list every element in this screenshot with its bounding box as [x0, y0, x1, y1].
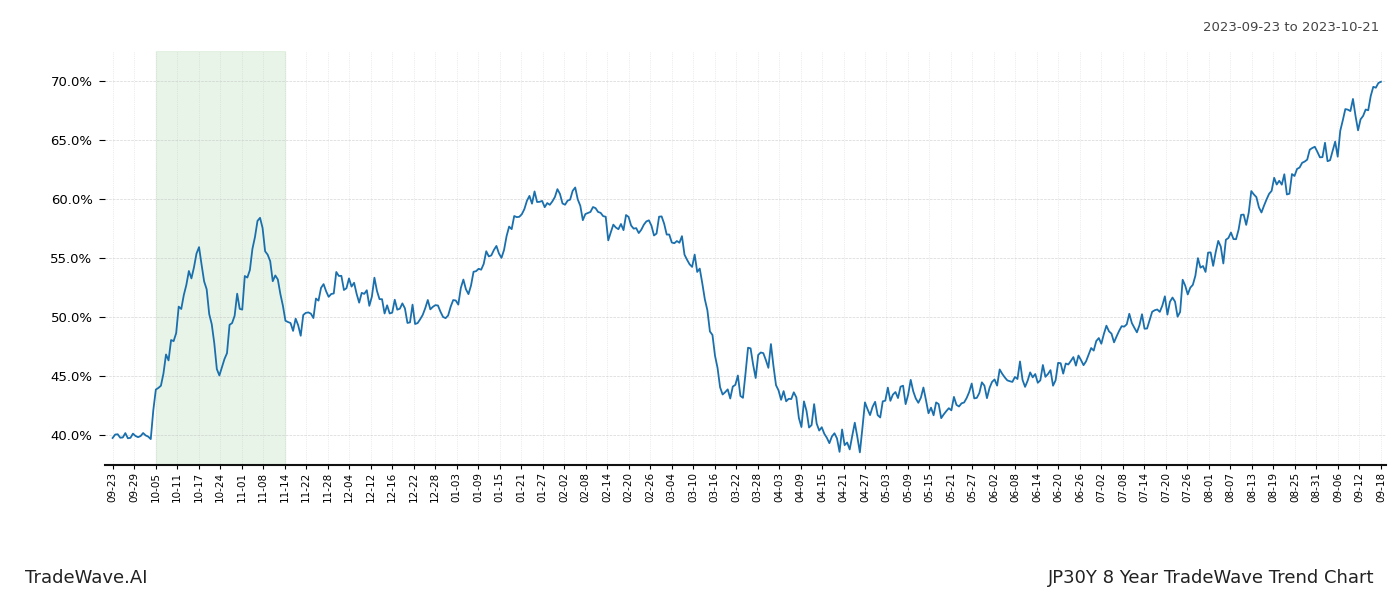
Text: 2023-09-23 to 2023-10-21: 2023-09-23 to 2023-10-21	[1203, 21, 1379, 34]
Text: JP30Y 8 Year TradeWave Trend Chart: JP30Y 8 Year TradeWave Trend Chart	[1049, 569, 1375, 587]
Text: TradeWave.AI: TradeWave.AI	[25, 569, 148, 587]
Bar	[155, 51, 284, 465]
